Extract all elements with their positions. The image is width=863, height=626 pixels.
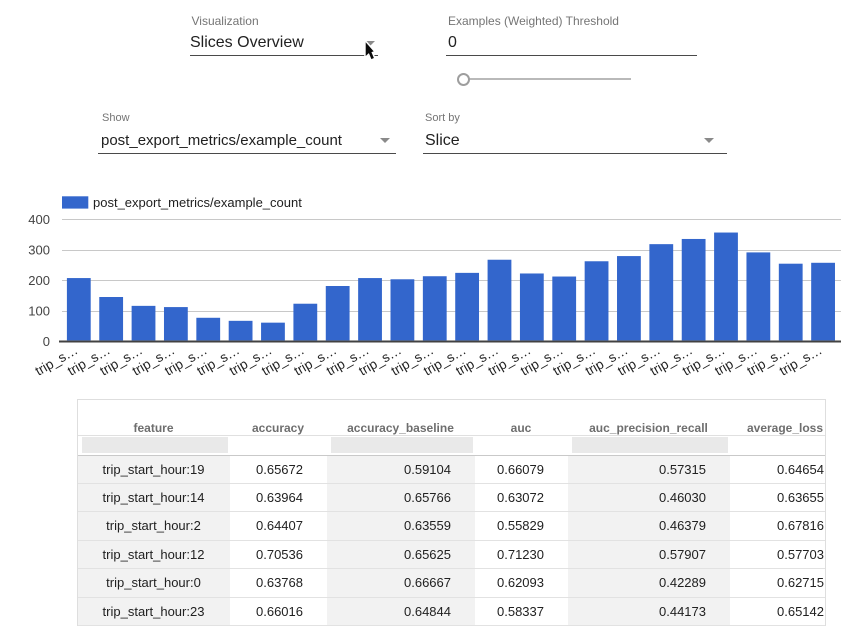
svg-text:400: 400 bbox=[28, 212, 50, 227]
svg-text:0: 0 bbox=[43, 334, 50, 349]
svg-text:100: 100 bbox=[28, 304, 50, 319]
svg-text:300: 300 bbox=[28, 242, 50, 257]
svg-text:200: 200 bbox=[28, 273, 50, 288]
svg-text:post_export_metrics/example_co: post_export_metrics/example_count bbox=[93, 195, 302, 210]
